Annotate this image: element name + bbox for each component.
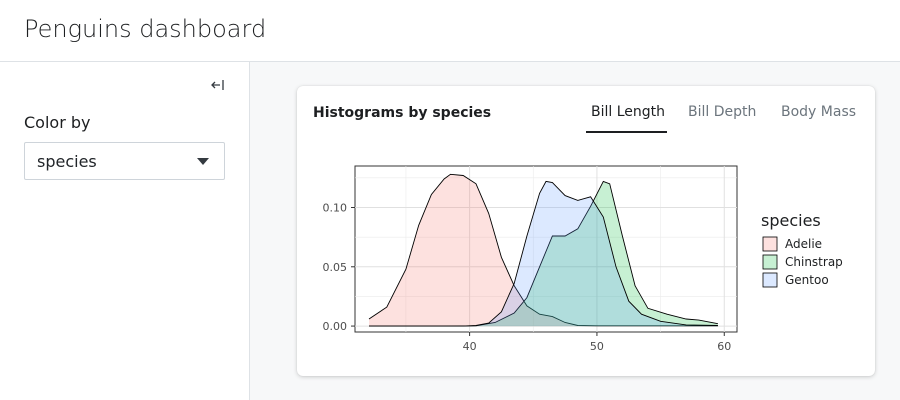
- legend: Adelie Chinstrap Gentoo: [762, 236, 843, 288]
- x-axis: 40 50 60: [463, 332, 731, 353]
- legend-title: species: [761, 211, 821, 230]
- density-line-gentoo: [369, 180, 718, 327]
- histogram-card: Histograms by species Bill Length Bill D…: [297, 86, 875, 376]
- y-axis: 0.00 0.05 0.10: [323, 202, 355, 333]
- y-tick-label: 0.10: [323, 202, 348, 215]
- x-tick-label: 50: [590, 340, 604, 353]
- tab-body-mass[interactable]: Body Mass: [781, 104, 857, 120]
- collapse-sidebar-icon[interactable]: [208, 76, 226, 94]
- x-tick-label: 60: [717, 340, 731, 353]
- density-area-adelie: [369, 174, 718, 327]
- y-tick-label: 0.00: [323, 320, 348, 333]
- density-line-chinstrap: [369, 180, 718, 327]
- card-title: Histograms by species: [313, 105, 492, 121]
- y-tick-label: 0.05: [323, 261, 348, 274]
- legend-label-adelie: Adelie: [785, 237, 822, 251]
- color-by-select[interactable]: species: [24, 142, 225, 180]
- density-chart: 0.00 0.05 0.10 40 50 60 species Adelie Chinst…: [323, 165, 843, 353]
- density-area-gentoo: [369, 181, 718, 327]
- color-by-label: Color by: [24, 113, 91, 132]
- caret-down-icon: [197, 158, 209, 165]
- app-header: Penguins dashboard: [0, 0, 900, 62]
- x-tick-label: 40: [463, 340, 477, 353]
- density-areas: [368, 173, 718, 327]
- sidebar: Color by species: [0, 62, 250, 400]
- active-tab-indicator: [586, 131, 667, 133]
- tab-bill-depth[interactable]: Bill Depth: [688, 104, 757, 120]
- legend-label-chinstrap: Chinstrap: [785, 255, 843, 269]
- tab-bill-length[interactable]: Bill Length: [591, 104, 666, 120]
- plot-panel: [354, 165, 738, 333]
- legend-label-gentoo: Gentoo: [785, 273, 829, 287]
- legend-key-adelie: [762, 236, 778, 252]
- density-line-adelie: [368, 173, 718, 327]
- main-content: Histograms by species Bill Length Bill D…: [250, 62, 900, 400]
- legend-key-chinstrap: [762, 254, 778, 270]
- page-title: Penguins dashboard: [24, 15, 267, 43]
- legend-key-gentoo: [762, 272, 778, 288]
- arrow-bar-left-icon: [211, 80, 224, 90]
- density-area-chinstrap: [369, 181, 718, 327]
- color-by-select-value: species: [37, 152, 97, 171]
